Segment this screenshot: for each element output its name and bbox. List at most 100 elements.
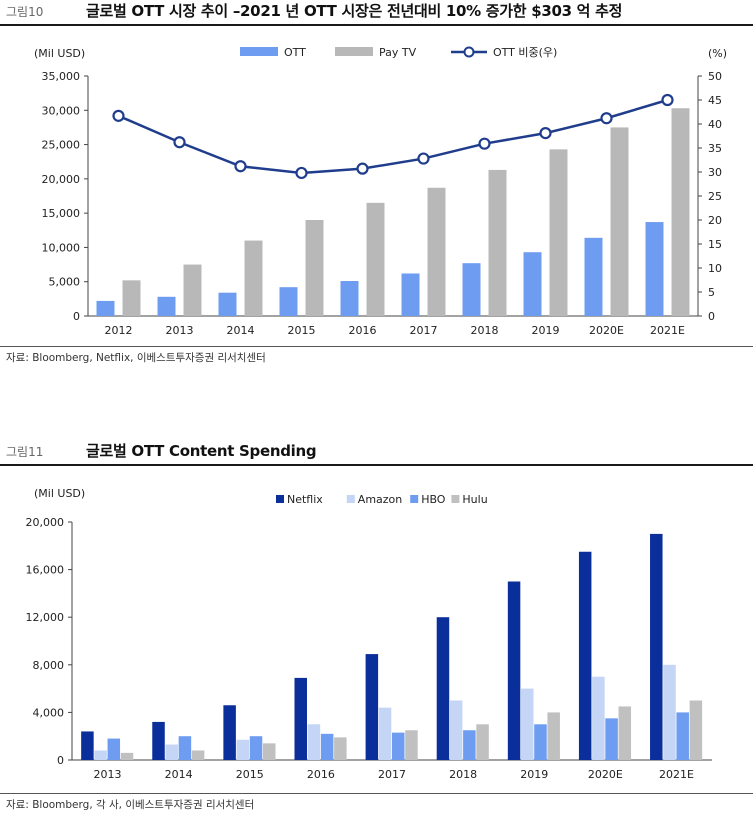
bar-paytv xyxy=(122,280,141,316)
bar-hbo xyxy=(320,733,334,760)
bar-amazon xyxy=(663,664,676,760)
bar-amazon xyxy=(307,724,321,760)
figure1-source-rule xyxy=(0,346,753,347)
legend-label: Netflix xyxy=(287,493,323,506)
figure1-number: 그림10 xyxy=(6,5,44,19)
bar-paytv xyxy=(366,202,385,316)
legend-marker xyxy=(463,46,475,58)
bar-netflix xyxy=(81,731,94,760)
x-tick-label: 2018 xyxy=(471,324,499,337)
bar-hulu xyxy=(405,730,418,760)
x-tick-label: 2013 xyxy=(94,768,122,781)
content-spending-chart: (Mil USD) 0 4,000 8,000 12,000 16,000 20,000 20… xyxy=(26,487,712,781)
y2-tick-label: 20 xyxy=(708,214,722,227)
bar-hulu xyxy=(476,724,489,760)
figure2-source-rule xyxy=(0,793,753,794)
bar-amazon xyxy=(521,688,534,760)
bar-ott xyxy=(584,237,603,316)
bar-hbo xyxy=(178,736,192,760)
bar-hbo xyxy=(605,718,618,760)
figure2-header: 그림11 글로벌 OTT Content Spending xyxy=(0,440,753,466)
y2-tick-label: 50 xyxy=(708,70,722,83)
y-tick-label: 12,000 xyxy=(26,611,65,624)
bar-paytv xyxy=(183,264,202,316)
y-tick-label: 16,000 xyxy=(26,564,65,577)
bar-amazon xyxy=(378,707,392,760)
bar-ott xyxy=(340,281,359,316)
bar-ott xyxy=(523,252,542,316)
figure2-source: 자료: Bloomberg, 각 사, 이베스트투자증권 리서치센터 xyxy=(6,799,255,811)
y-tick-label: 0 xyxy=(73,310,80,323)
x-tick-label: 2016 xyxy=(307,768,335,781)
bar-netflix xyxy=(650,533,663,760)
ott-share-point xyxy=(234,160,247,173)
bar-hbo xyxy=(249,736,263,760)
legend-label: OTT 비중(우) xyxy=(493,46,557,59)
y-tick-label: 4,000 xyxy=(33,706,65,719)
ott-share-point xyxy=(417,152,430,165)
y-tick-label: 10,000 xyxy=(42,241,81,254)
legend-label: Pay TV xyxy=(379,46,417,59)
x-tick-label: 2014 xyxy=(165,768,193,781)
legend-label: OTT xyxy=(284,46,306,59)
bar-hbo xyxy=(107,738,121,760)
legend-swatch xyxy=(276,495,284,503)
x-tick-label: 2021E xyxy=(659,768,694,781)
x-tick-label: 2013 xyxy=(166,324,194,337)
bar-hulu xyxy=(120,752,134,760)
legend-swatch xyxy=(346,495,355,503)
ott-share-point xyxy=(661,93,674,107)
bar-paytv xyxy=(610,127,629,316)
bar-amazon xyxy=(165,744,178,760)
legend-swatch xyxy=(335,47,373,56)
x-tick-label: 2015 xyxy=(288,324,316,337)
bar-paytv xyxy=(305,220,324,316)
bar-amazon xyxy=(94,750,107,760)
x-tick-label: 2012 xyxy=(105,324,133,337)
y-tick-label: 20,000 xyxy=(42,173,81,186)
ott-share-point xyxy=(173,136,186,149)
bar-amazon xyxy=(592,676,605,760)
ott-share-point xyxy=(112,109,125,122)
y2-tick-label: 0 xyxy=(708,310,715,323)
x-tick-label: 2014 xyxy=(227,324,255,337)
bar-netflix xyxy=(223,705,236,760)
y-axis-label: (Mil USD) xyxy=(34,487,85,500)
bar-ott xyxy=(645,222,664,316)
ott-share-point xyxy=(295,166,308,180)
bar-hbo xyxy=(392,732,405,760)
figure2-number: 그림11 xyxy=(6,445,44,459)
bar-netflix xyxy=(152,721,165,760)
bar-ott xyxy=(157,296,176,316)
ott-share-line xyxy=(118,98,668,175)
y-tick-label: 20,000 xyxy=(26,516,65,529)
legend-swatch xyxy=(451,495,460,503)
y-tick-label: 8,000 xyxy=(33,659,65,672)
bar-netflix xyxy=(578,551,592,760)
bar-paytv xyxy=(244,240,263,316)
bar-ott xyxy=(401,273,420,316)
y-tick-label: 0 xyxy=(57,754,64,767)
bar-hulu xyxy=(689,700,703,760)
y2-tick-label: 15 xyxy=(708,238,722,251)
x-tick-label: 2017 xyxy=(410,324,438,337)
bar-netflix xyxy=(436,617,450,760)
legend-swatch xyxy=(240,47,278,56)
y2-tick-label: 35 xyxy=(708,142,722,155)
bar-paytv xyxy=(427,187,446,316)
ott-share-point xyxy=(600,112,613,125)
figure1-header: 그림10 글로벌 OTT 시장 추이 –2021 년 OTT 시장은 전년대비 … xyxy=(0,0,753,26)
y-tick-label: 30,000 xyxy=(42,104,81,117)
bar-hbo xyxy=(534,724,547,760)
bar-amazon xyxy=(236,739,250,760)
bar-netflix xyxy=(507,581,521,760)
ott-share-point xyxy=(539,127,552,140)
bar-ott xyxy=(462,263,481,316)
bar-hulu xyxy=(547,712,560,760)
y-axis-label: (Mil USD) xyxy=(34,47,85,60)
bar-hulu xyxy=(334,737,347,760)
bar-paytv xyxy=(671,108,690,316)
legend-swatch xyxy=(410,495,419,503)
legend-label: Amazon xyxy=(358,493,402,506)
legend-label: HBO xyxy=(421,493,446,506)
